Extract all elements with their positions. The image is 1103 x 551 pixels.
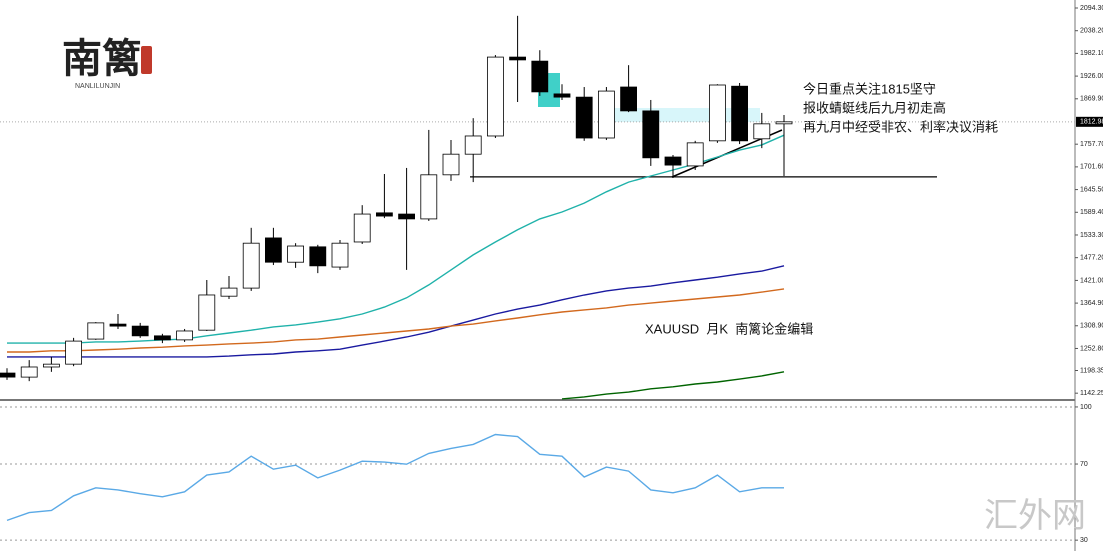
candle-body (686, 142, 704, 167)
y-tick-label: 1701.60 (1080, 164, 1103, 171)
watermark: 汇外网 (984, 496, 1086, 536)
candle-body (464, 135, 482, 155)
candle-body (20, 366, 38, 378)
indicator-line (6, 433, 784, 522)
y-tick-label: 30 (1080, 537, 1088, 544)
candle-body (753, 123, 771, 140)
y-tick-label: 100 (1080, 404, 1092, 411)
annotation: 再九月中经受非农、利率决议消耗 (803, 119, 998, 134)
candle-body (220, 287, 238, 297)
candle-body (87, 322, 105, 340)
candle-body (398, 213, 416, 220)
y-tick-label: 70 (1080, 461, 1088, 468)
candle-body (131, 325, 149, 337)
candle-body (242, 242, 260, 289)
candle-body (620, 86, 637, 112)
annotation: 报收蜻蜓线后九月初走高 (803, 100, 946, 115)
candle-body (664, 156, 682, 166)
logo-seal (141, 46, 152, 74)
candle-body (198, 294, 216, 331)
logo: 南篱 NANLILUNJIN (62, 35, 152, 90)
candle-body (176, 330, 194, 341)
logo-title: 南篱 (62, 35, 142, 82)
y-tick-label: 1364.90 (1080, 300, 1103, 307)
y-tick-label: 1645.50 (1080, 186, 1103, 193)
y-tick-label: 1589.40 (1080, 209, 1103, 216)
candle-body (420, 174, 438, 220)
y-tick-label: 1926.00 (1080, 73, 1103, 80)
candle-body (375, 212, 393, 217)
last-price-label: 1812.98 (1080, 119, 1103, 126)
candle-body (531, 60, 549, 93)
candle-body (775, 121, 793, 125)
candle-body (642, 110, 660, 159)
y-tick-label: 1142.25 (1080, 390, 1103, 397)
annotation: 今日重点关注1815坚守 (803, 81, 936, 96)
candle-body (486, 56, 504, 137)
candle-body (287, 245, 305, 263)
y-tick-label: 1869.90 (1080, 96, 1103, 103)
moving-average (7, 134, 785, 344)
moving-average (561, 371, 785, 400)
moving-average (7, 288, 785, 353)
candle-body (509, 56, 527, 61)
y-tick-label: 1308.90 (1080, 323, 1103, 330)
candle-body (575, 96, 593, 139)
candle-body (309, 246, 327, 267)
candle-body (264, 237, 282, 263)
logo-subtitle: NANLILUNJIN (75, 83, 120, 90)
candle-body (109, 323, 127, 327)
candle-body (43, 363, 60, 368)
y-tick-label: 1421.00 (1080, 277, 1103, 284)
candle-body (553, 93, 571, 98)
y-tick-label: 1198.35 (1080, 367, 1103, 374)
y-tick-label: 1757.70 (1080, 141, 1103, 148)
y-tick-label: 1982.10 (1080, 50, 1103, 57)
y-tick-label: 1477.20 (1080, 255, 1103, 262)
chart-label: XAUUSD 月K 南篱论金编辑 (645, 321, 813, 336)
candle-body (331, 242, 349, 268)
moving-average (7, 265, 785, 358)
candle-body (731, 85, 748, 142)
candle-body (598, 90, 615, 139)
candle-body (353, 213, 371, 243)
y-tick-label: 1252.80 (1080, 345, 1103, 352)
candle-body (709, 84, 726, 142)
candle-body (0, 372, 16, 378)
y-tick-label: 2094.30 (1080, 5, 1103, 12)
candle-body (153, 335, 171, 341)
candle-body (442, 153, 460, 176)
y-tick-label: 2038.20 (1080, 28, 1103, 35)
y-tick-label: 1533.30 (1080, 232, 1103, 239)
last-price-box (1076, 116, 1103, 127)
candle-body (65, 340, 82, 365)
